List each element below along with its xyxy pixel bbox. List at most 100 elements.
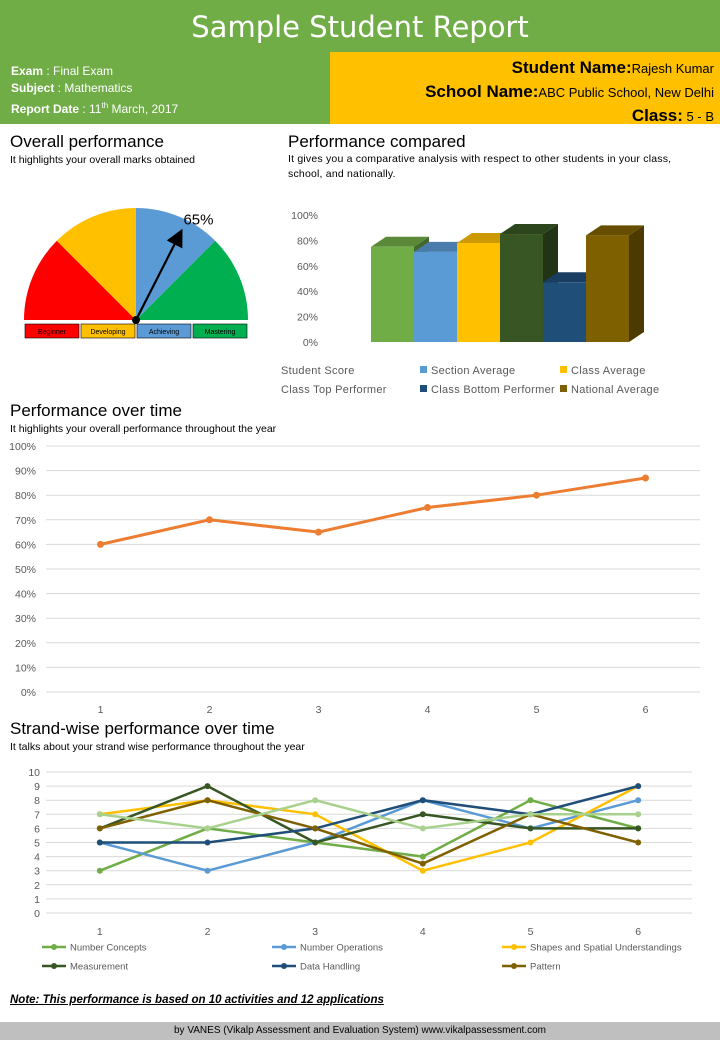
gauge-band-mastering	[136, 240, 248, 320]
bar-side	[629, 225, 644, 342]
exam-row: Exam : Final Exam	[11, 63, 330, 80]
bar-section-average	[414, 251, 457, 342]
bar-legend-label: Student Score	[281, 365, 355, 377]
gauge-band-label-box	[136, 323, 192, 339]
strand-y-tick: 7	[34, 809, 40, 821]
strand-x-tick: 2	[205, 926, 211, 938]
strand-y-tick: 2	[34, 880, 40, 892]
bar-y-tick: 60%	[297, 261, 318, 273]
strand-legend-label: Number Operations	[300, 943, 383, 954]
gauge-band-label: Beginner	[38, 329, 67, 336]
bar-legend-swatch	[560, 366, 567, 373]
line-point	[206, 516, 213, 524]
bar-legend-swatch	[560, 385, 567, 392]
report-date-label: Report Date	[11, 102, 80, 116]
exam-value: : Final Exam	[43, 64, 114, 78]
line-y-tick: 90%	[15, 466, 36, 478]
line-y-tick: 40%	[15, 589, 36, 601]
strand-point	[635, 797, 642, 804]
strand-y-tick: 5	[34, 838, 40, 850]
strand-point	[312, 811, 319, 818]
student-name-value: Rajesh Kumar	[631, 61, 714, 76]
student-name-row: Student Name:Rajesh Kumar	[330, 56, 714, 80]
strand-point	[204, 783, 211, 790]
subject-value: : Mathematics	[54, 81, 133, 95]
strand-subtitle: It talks about your strand wise performa…	[10, 741, 305, 753]
line-y-tick: 10%	[15, 662, 36, 674]
strand-x-tick: 4	[420, 926, 426, 938]
strand-y-tick: 10	[28, 767, 40, 779]
strand-legend-marker	[281, 963, 287, 969]
bar-legend-label: National Average	[571, 384, 659, 396]
gauge-band-label-box	[80, 323, 136, 339]
strand-title: Strand-wise performance over time	[10, 719, 275, 738]
bar-legend-swatch	[420, 366, 427, 373]
strand-series-line	[99, 798, 639, 872]
overall-gauge: Beginner Developing Achieving Mastering 65%	[24, 208, 248, 339]
gauge-band-achieving	[136, 208, 216, 320]
overall-subtitle: It highlights your overall marks obtaine…	[10, 154, 196, 166]
bar-y-tick: 0%	[303, 337, 318, 349]
strand-point	[96, 867, 103, 874]
exam-meta-panel: Exam : Final Exam Subject : Mathematics …	[0, 52, 330, 124]
strand-legend-label: Shapes and Spatial Understandings	[530, 943, 682, 954]
report-date-suffix: March, 2017	[108, 102, 179, 116]
strand-y-tick: 1	[34, 894, 40, 906]
bar-class-average	[457, 242, 500, 342]
strand-series-line	[99, 798, 639, 872]
bar-student-score	[371, 246, 414, 342]
strand-point	[419, 825, 426, 832]
footer-credit: by VANES (Vikalp Assessment and Evaluati…	[0, 1022, 720, 1040]
class-row: Class: 5 - B	[330, 104, 714, 128]
strand-point	[635, 783, 642, 790]
strand-point	[96, 825, 103, 832]
strand-point	[419, 853, 426, 860]
strand-point	[527, 825, 534, 832]
strand-point	[312, 797, 319, 804]
strand-series-line	[99, 784, 639, 873]
strand-legend-label: Number Concepts	[70, 943, 147, 954]
comparison-bar-chart: 0% 20% 40% 60% 80% 100% Student Score Section A…	[281, 210, 659, 396]
strand-y-tick: 0	[34, 908, 40, 920]
gauge-value-label: 65%	[183, 212, 213, 229]
strand-legend-label: Measurement	[70, 962, 128, 973]
line-y-tick: 20%	[15, 638, 36, 650]
strand-point	[96, 839, 103, 846]
strand-point	[204, 797, 211, 804]
line-x-tick: 1	[98, 704, 104, 716]
strand-legend-marker	[511, 963, 517, 969]
line-point	[642, 474, 649, 482]
compared-subtitle: It gives you a comparative analysis with…	[288, 153, 672, 180]
bar-legend-label: Class Top Performer	[281, 384, 387, 396]
strand-point	[96, 811, 103, 818]
strand-point	[527, 839, 534, 846]
gauge-band-label: Achieving	[149, 329, 179, 336]
bar-y-tick: 20%	[297, 312, 318, 324]
subject-row: Subject : Mathematics	[11, 80, 330, 97]
strand-y-tick: 8	[34, 795, 40, 807]
strand-point	[419, 811, 426, 818]
line-y-tick: 100%	[9, 441, 36, 453]
strand-y-tick: 9	[34, 781, 40, 793]
strand-point	[635, 811, 642, 818]
strand-legend-label: Data Handling	[300, 962, 360, 973]
line-x-tick: 6	[643, 704, 649, 716]
bar-y-tick: 100%	[291, 210, 318, 222]
strand-x-tick: 1	[97, 926, 103, 938]
compared-title: Performance compared	[288, 132, 466, 151]
subject-label: Subject	[11, 81, 55, 95]
strand-legend-marker	[51, 963, 57, 969]
line-y-tick: 0%	[21, 687, 36, 699]
bar-top	[371, 236, 429, 247]
gauge-band-label-box	[24, 323, 80, 339]
student-name-label: Student Name:	[511, 58, 632, 77]
bar-top	[586, 225, 644, 236]
report-title: Sample Student Report	[0, 0, 720, 52]
strand-legend-label: Pattern	[530, 962, 561, 973]
report-date-sup: th	[101, 101, 109, 110]
report-date-row: Report Date : 11th March, 2017	[11, 97, 330, 118]
strand-x-tick: 6	[635, 926, 641, 938]
line-point	[424, 504, 431, 511]
strand-x-tick: 5	[528, 926, 534, 938]
line-x-tick: 3	[316, 704, 322, 716]
